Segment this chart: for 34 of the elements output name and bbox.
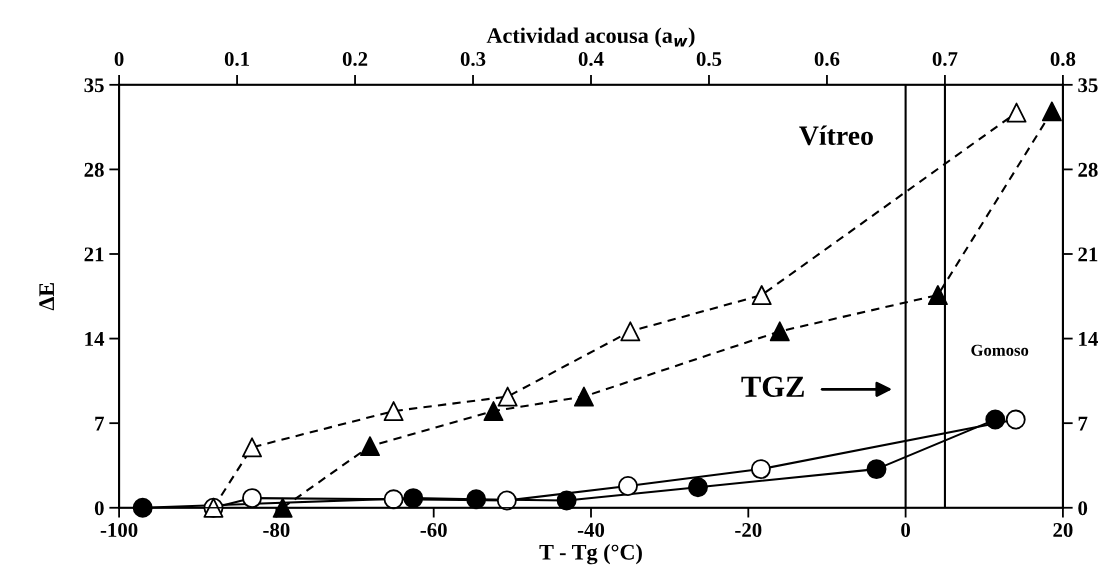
x2-tick-label: 0.7 [932,51,958,67]
y-tick-label: 7 [95,416,104,431]
x-tick-label: -40 [577,522,605,537]
y2-tick-label: 14 [1079,332,1098,346]
annotation: Gomoso [971,344,1029,356]
y2-tick-label: 0 [1078,501,1088,516]
y-tick-label: 21 [84,247,104,262]
y2-tick-label: 21 [1078,247,1098,262]
y-tick-label: 28 [84,162,104,177]
y-tick-label: 35 [84,78,104,93]
x2-tick-label: 0.8 [1050,51,1076,67]
x2-tick-label: 0.4 [578,51,604,67]
x2-tick-label: 0.3 [460,51,486,67]
y2-tick-label: 28 [1078,162,1098,177]
y2-tick-label: 35 [1078,78,1098,93]
y-tick-label: 0 [94,501,104,516]
x-tick-label: 0 [901,522,911,537]
x2-axis-title: Actividad acousa (a$_{w}$) [486,27,695,48]
annotation: Vítreo [799,125,873,146]
x-tick-label: -80 [263,522,290,537]
x2-tick-label: 0 [114,51,124,66]
x-tick-label: 20 [1053,522,1073,537]
x-axis-title: T - Tg (°C) [539,544,642,565]
y-tick-label: 14 [85,332,105,346]
x-tick-label: -20 [735,522,762,537]
annotation: TGZ [741,376,804,397]
x-tick-label: -60 [420,522,447,537]
x2-tick-label: 0.2 [342,51,368,67]
x2-tick-label: 0.1 [224,51,250,67]
x-tick-label: -100 [100,522,138,537]
y2-tick-label: 7 [1078,416,1088,431]
x2-tick-label: 0.5 [696,51,722,67]
y-axis-title: ΔE [39,283,54,311]
x2-tick-label: 0.6 [814,51,840,67]
